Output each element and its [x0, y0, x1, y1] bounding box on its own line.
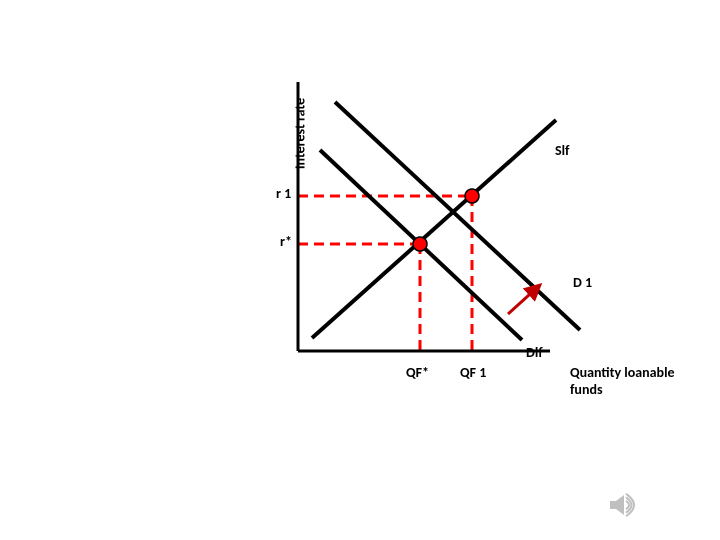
demand-shifted-label: D 1 [573, 274, 592, 291]
demand-orig-label: Dlf [526, 344, 543, 361]
sound-icon [610, 494, 634, 516]
demand-line-shifted [335, 102, 580, 330]
chart-svg [0, 0, 720, 540]
shift-arrow [508, 285, 540, 314]
diagram-stage: Interest rate r 1 r* Slf D 1 Dlf QF* QF … [0, 0, 720, 540]
qfstar-label: QF* [406, 364, 429, 381]
equilibrium-1-dot [465, 189, 479, 203]
x-axis-label: Quantity loanable funds [570, 364, 690, 398]
supply-label: Slf [555, 142, 570, 159]
y-axis-label-text: Interest rate [292, 98, 309, 169]
r1-label: r 1 [276, 185, 291, 202]
y-axis-label: Interest rate [292, 84, 309, 184]
rstar-label: r* [280, 233, 292, 250]
qf1-label: QF 1 [460, 364, 486, 381]
equilibrium-star-dot [413, 237, 427, 251]
